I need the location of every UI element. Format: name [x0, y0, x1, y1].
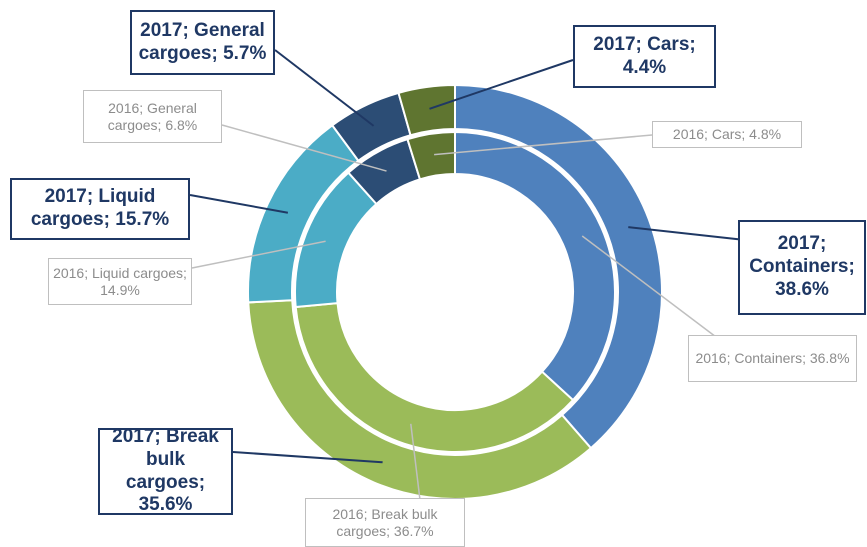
leader-line — [581, 235, 721, 341]
data-label: 2017; Liquid cargoes; 15.7% — [10, 178, 190, 240]
donut-slice — [294, 302, 575, 453]
leader-line — [221, 124, 387, 172]
donut-slice — [397, 83, 456, 137]
data-label: 2016; Cars; 4.8% — [652, 121, 802, 148]
leader-line — [191, 240, 326, 269]
donut-slice — [454, 130, 616, 402]
data-label: 2016; General cargoes; 6.8% — [83, 90, 222, 143]
data-label: 2017; Break bulk cargoes; 35.6% — [98, 426, 233, 515]
data-label: 2017; General cargoes; 5.7% — [130, 10, 275, 75]
leader-line — [232, 451, 383, 464]
leader-line — [434, 134, 653, 156]
leader-line — [410, 423, 421, 501]
data-label: 2017; Cars; 4.4% — [573, 25, 716, 88]
data-label: 2016; Containers; 36.8% — [688, 335, 857, 382]
data-label: 2017; Containers; 38.6% — [738, 220, 866, 315]
leader-line — [274, 49, 375, 127]
data-label: 2016; Liquid cargoes; 14.9% — [48, 258, 192, 305]
leader-line — [189, 194, 289, 214]
data-label: 2016; Break bulk cargoes; 36.7% — [305, 498, 465, 547]
leader-line — [429, 59, 574, 110]
leader-line — [628, 226, 746, 241]
